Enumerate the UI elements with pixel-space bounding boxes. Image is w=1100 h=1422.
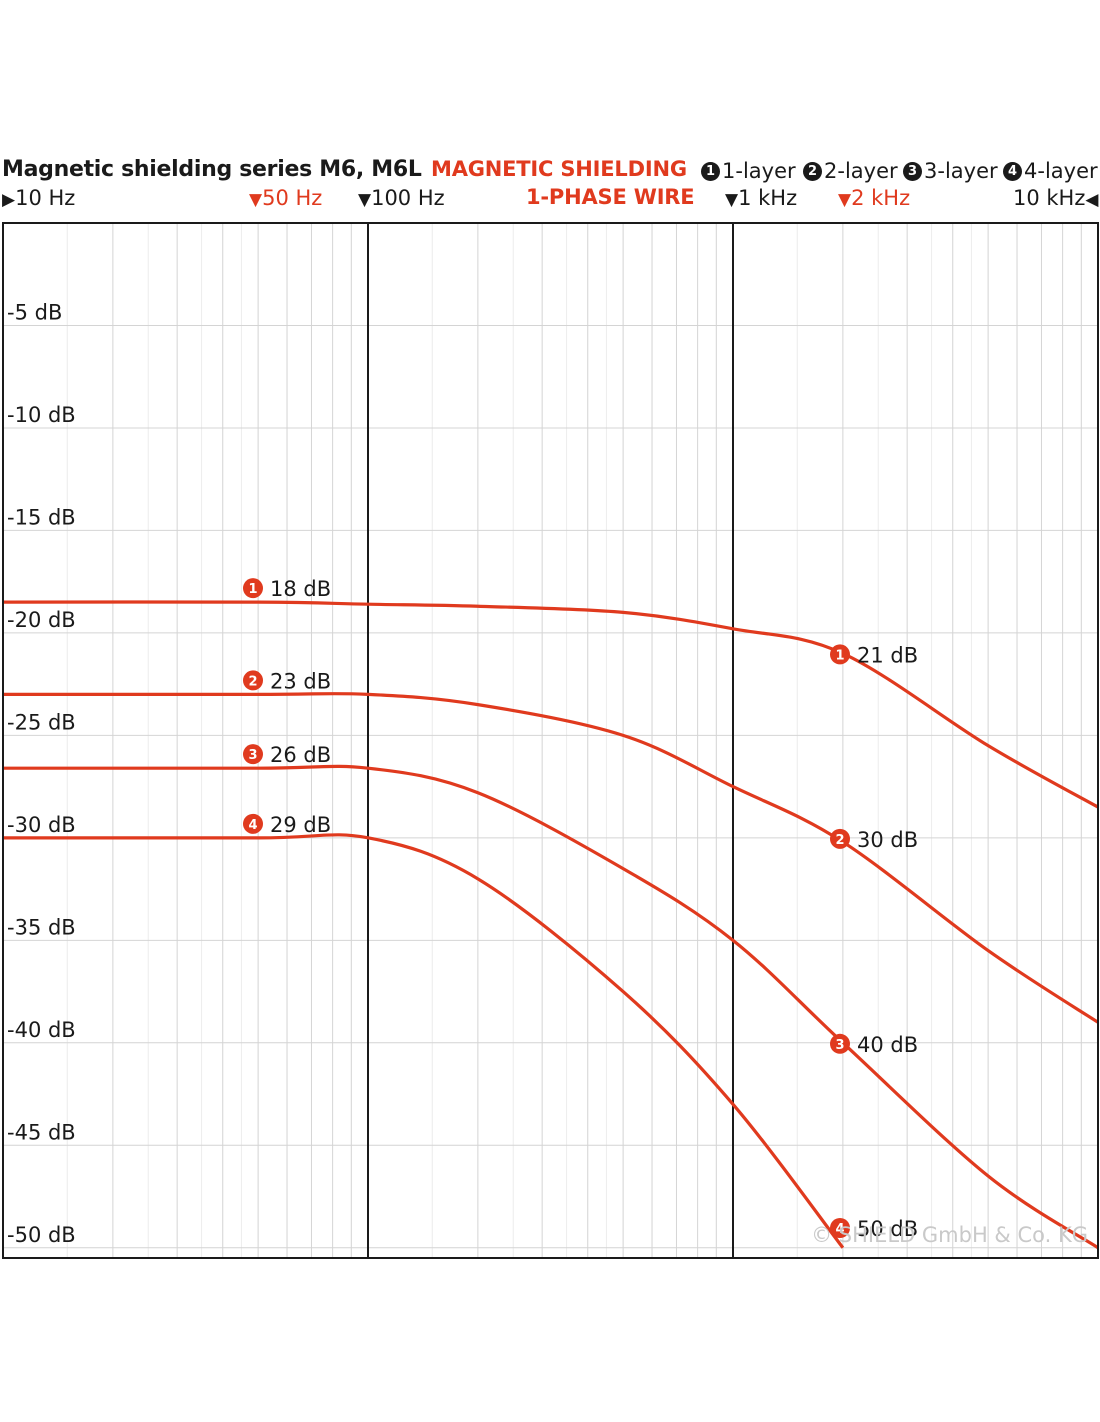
annotation-badge-number: 2	[835, 833, 844, 848]
triangle-down-icon: ▼	[838, 190, 852, 210]
freq-label: 10 Hz	[15, 186, 76, 210]
freq-label: 2 kHz	[851, 186, 911, 210]
freq-marker-2khz: ▼2 kHz	[838, 188, 910, 209]
chart-subtitle: MAGNETIC SHIELDING	[431, 157, 687, 181]
freq-label: 10 kHz	[1013, 186, 1086, 210]
annotation-4: 4 29 dB	[243, 813, 331, 837]
legend-badge: 3	[903, 161, 922, 181]
annotation-label: 50 dB	[857, 1217, 918, 1241]
grid-minor	[3, 223, 1098, 1258]
chart-title: Magnetic shielding series M6, M6L	[2, 157, 422, 182]
y-axis-labels: -5 dB -10 dB -15 dB -20 dB -25 dB -30 dB -35 d…	[7, 300, 76, 1246]
annotation-badge	[830, 1033, 850, 1054]
annotation-badge-number: 4	[835, 1222, 844, 1237]
annotation-label: 23 dB	[270, 669, 331, 693]
annotation-badge-number: 1	[248, 582, 257, 597]
curve-annotations: 1 18 dB 2 23 dB 3 26 dB 4 29 dB 1 21 dB 2 30 dB 3 40 …	[243, 577, 918, 1241]
legend-label: 4-layer	[1024, 159, 1098, 183]
y-tick-label: -15 dB	[7, 505, 76, 529]
freq-marker-1khz: ▼1 kHz	[725, 188, 797, 209]
annotation-badge-number: 2	[248, 674, 257, 689]
y-tick-label: -45 dB	[7, 1120, 76, 1144]
freq-marker-10hz: ▶10 Hz	[2, 188, 75, 209]
freq-label: 1 kHz	[738, 186, 798, 210]
annotation-label: 30 dB	[857, 828, 918, 852]
legend-item-2: 2 2-layer	[803, 159, 898, 183]
annotation-badge-number: 3	[248, 748, 257, 763]
annotation-2: 2 23 dB	[243, 669, 331, 693]
annotation-1: 1 21 dB	[830, 643, 918, 667]
annotation-label: 40 dB	[857, 1033, 918, 1057]
series-lines	[3, 600, 1098, 1250]
legend-badge: 2	[803, 161, 822, 181]
freq-marker-50hz: ▼50 Hz	[249, 188, 322, 209]
legend-label: 3-layer	[924, 159, 998, 183]
freq-marker-100hz: ▼100 Hz	[358, 188, 445, 209]
annotation-label: 21 dB	[857, 643, 918, 667]
plot-frame	[2, 222, 1099, 1259]
series-line-4	[3, 833, 845, 1249]
triangle-right-icon: ▶	[2, 190, 16, 210]
triangle-down-icon: ▼	[358, 190, 372, 210]
y-tick-label: -5 dB	[7, 300, 62, 324]
annotation-label: 29 dB	[270, 813, 331, 837]
triangle-down-icon: ▼	[249, 190, 263, 210]
y-tick-label: -50 dB	[7, 1223, 76, 1247]
annotation-4: 4 50 dB	[830, 1217, 918, 1241]
legend-badge: 1	[701, 161, 720, 181]
annotation-badge	[830, 1218, 850, 1238]
legend-label: 2-layer	[824, 159, 898, 183]
annotation-3: 3 26 dB	[243, 743, 331, 767]
watermark: © SHIELD GmbH & Co. KG	[811, 1223, 1088, 1247]
annotation-badge	[830, 644, 850, 665]
series-line-1	[3, 600, 1098, 809]
legend-item-4: 4 4-layer	[1003, 159, 1098, 183]
annotation-2: 2 30 dB	[830, 828, 918, 852]
freq-label: 100 Hz	[371, 186, 445, 210]
annotation-badge	[830, 828, 850, 849]
annotation-badge-number: 3	[835, 1038, 844, 1053]
y-tick-label: -10 dB	[7, 403, 76, 427]
freq-label: 50 Hz	[262, 186, 323, 210]
legend-label: 1-layer	[722, 159, 796, 183]
annotation-badge-number: 1	[835, 648, 844, 663]
legend-item-3: 3 3-layer	[903, 159, 998, 183]
grid-major	[367, 223, 734, 1258]
triangle-down-icon: ▼	[725, 190, 739, 210]
y-tick-label: -40 dB	[7, 1018, 76, 1042]
annotation-label: 26 dB	[270, 743, 331, 767]
series-line-2	[3, 692, 1098, 1024]
annotation-badge-number: 4	[248, 818, 257, 833]
y-tick-label: -35 dB	[7, 915, 76, 939]
annotation-badge	[243, 813, 263, 834]
y-tick-label: -20 dB	[7, 608, 76, 632]
freq-marker-10khz: 10 kHz◀	[1013, 188, 1098, 209]
series-line-3	[3, 764, 1098, 1250]
chart-header: Magnetic shielding series M6, M6L MAGNET…	[0, 155, 1100, 221]
annotation-badge	[243, 670, 263, 691]
annotation-label: 18 dB	[270, 577, 331, 601]
triangle-left-icon: ◀	[1085, 190, 1099, 210]
annotation-3: 3 40 dB	[830, 1033, 918, 1057]
legend-item-1: 1 1-layer	[701, 159, 796, 183]
y-tick-label: -25 dB	[7, 710, 76, 734]
annotation-badge	[243, 578, 263, 599]
annotation-1: 1 18 dB	[243, 577, 331, 601]
chart-subtitle-2: 1-PHASE WIRE	[526, 185, 695, 209]
y-tick-label: -30 dB	[7, 813, 76, 837]
annotation-badge	[243, 744, 263, 765]
legend-badge: 4	[1003, 161, 1022, 181]
